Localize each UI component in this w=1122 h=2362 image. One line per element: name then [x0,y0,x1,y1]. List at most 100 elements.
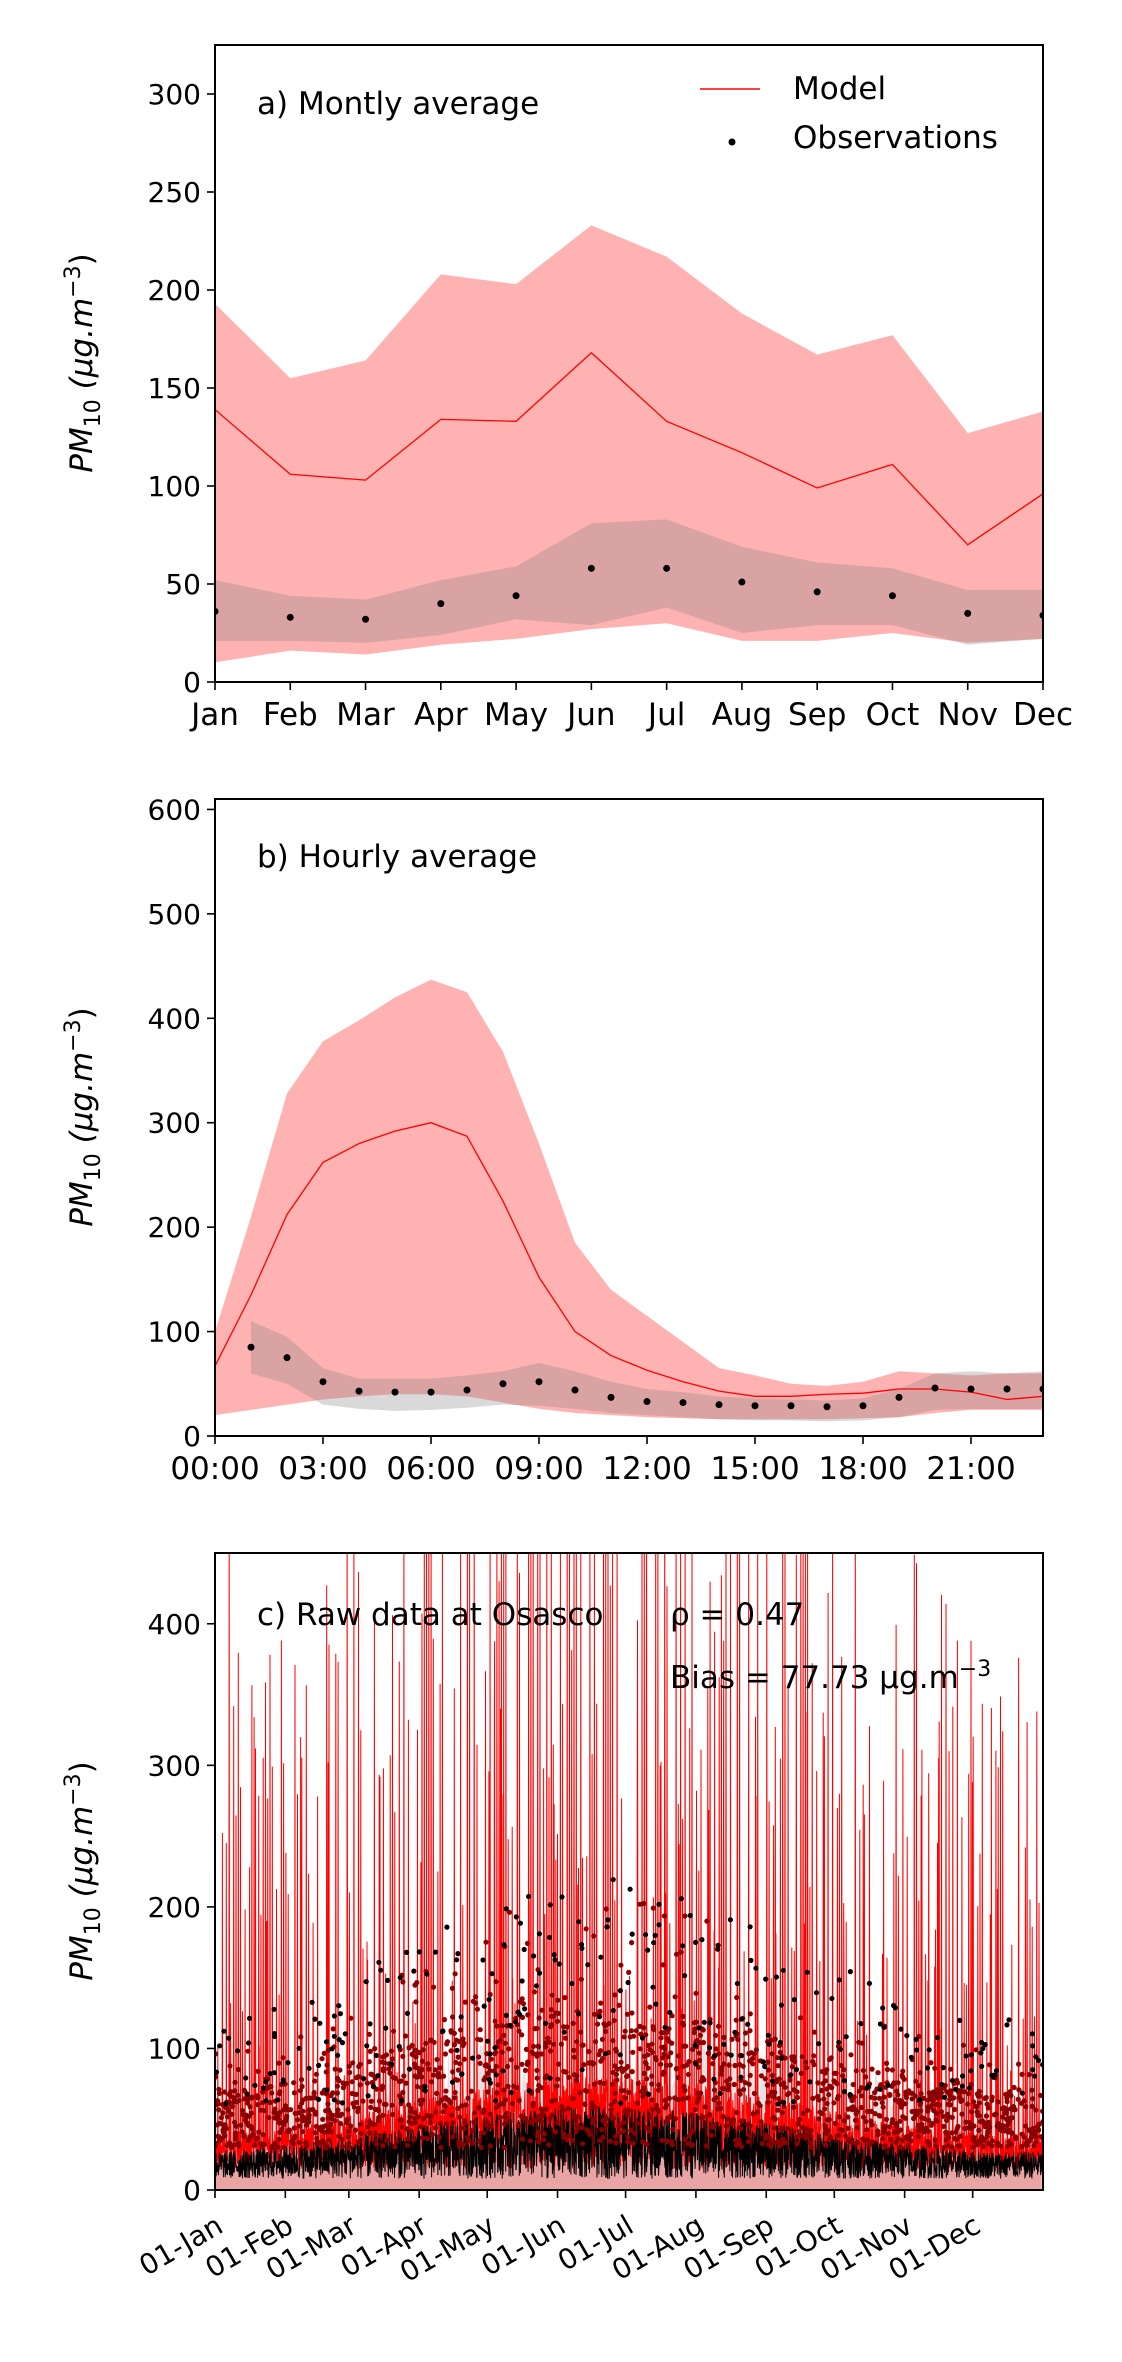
observation-point [285,2129,291,2135]
observation-point [643,2061,649,2067]
observation-point [675,2053,682,2059]
observation-point [895,1393,903,1401]
observation-point [815,2080,821,2086]
observation-point [625,1979,631,1986]
observation-point [875,2128,881,2134]
observation-point [329,2046,335,2052]
observation-point [348,2015,354,2021]
observation-point [621,2034,627,2040]
observation-point [405,2142,411,2148]
observation-point [602,2028,609,2034]
observation-point [236,2097,242,2104]
observation-point [450,2014,456,2020]
observation-point [398,2117,404,2123]
observation-point [298,2034,304,2040]
observation-point [791,2104,797,2110]
observation-point [339,2040,346,2046]
observation-point [869,2139,876,2145]
observation-point [547,1902,553,1908]
observation-point [908,2054,914,2060]
observation-point [709,2124,715,2130]
observation-point [955,2123,961,2130]
observation-point [776,2076,783,2082]
observation-point [701,2019,707,2025]
y-tick-label: 250 [148,176,201,209]
observations-spread-band [251,1321,1043,1422]
observation-point [309,1999,315,2005]
observation-point [238,2122,244,2128]
observation-point [794,2134,800,2140]
observation-point [506,2046,512,2052]
observation-point [269,2090,275,2096]
observation-point [499,2049,505,2055]
observation-point [275,2097,281,2103]
observation-point [880,2104,886,2110]
observation-point [845,2125,851,2131]
observation-point [741,2087,747,2093]
observation-point [811,2029,817,2035]
observation-point [406,2102,412,2108]
observation-point [548,2007,554,2013]
observation-point [747,2133,753,2139]
observation-point [963,2119,969,2125]
observation-point [502,2113,508,2120]
observation-point [335,2111,341,2117]
observation-point [608,2102,614,2108]
observation-point [839,2127,846,2133]
observation-point [734,1994,740,2001]
y-tick-label: 300 [148,78,201,111]
observation-point [661,2051,667,2057]
observation-point [617,1988,624,1994]
observation-point [888,592,896,600]
observation-point [863,2074,869,2080]
observation-point [325,2107,331,2113]
observation-point [898,2026,904,2032]
observation-point [795,2080,801,2086]
observation-point [215,2069,220,2075]
observation-point [650,2024,656,2030]
observation-point [351,2104,357,2110]
observation-point [734,1980,741,1987]
observation-point [314,2135,320,2141]
observation-point [902,2101,908,2107]
observation-point [523,2046,530,2052]
observation-point [695,2090,701,2096]
observation-point [481,2107,487,2113]
observation-point [826,2092,832,2098]
observation-point [1003,2091,1009,2097]
observation-point [456,2139,462,2145]
observation-point [635,2080,641,2086]
observation-point [778,2081,784,2087]
observation-point [295,2117,301,2123]
observation-point [452,1971,458,1977]
observation-point [934,2035,941,2041]
observation-point [591,2081,597,2087]
observation-point [774,2055,781,2061]
observation-point [827,2083,833,2089]
observation-point [325,2101,331,2107]
observation-point [612,1992,618,1998]
observation-point [433,2109,439,2115]
observation-point [530,2100,536,2106]
observation-point [904,2033,910,2039]
observation-point [414,1980,420,1986]
observation-point [292,2133,298,2139]
observation-point [947,2096,953,2102]
observation-point [350,2060,356,2066]
observation-point [554,2119,560,2126]
observation-point [366,2130,373,2136]
observation-point [531,1989,538,1995]
observation-point [449,2079,456,2085]
observation-point [849,2140,856,2146]
observation-point [803,2135,809,2141]
observation-point [622,2108,628,2115]
observation-point [693,1939,699,1945]
observation-point [372,2046,378,2052]
observation-point [1030,2128,1036,2134]
observation-point [431,2039,437,2045]
observation-point [640,2139,646,2145]
observation-point [306,2119,312,2125]
observation-point [473,1994,479,2000]
observation-point [764,2082,771,2088]
observation-point [603,2115,610,2121]
